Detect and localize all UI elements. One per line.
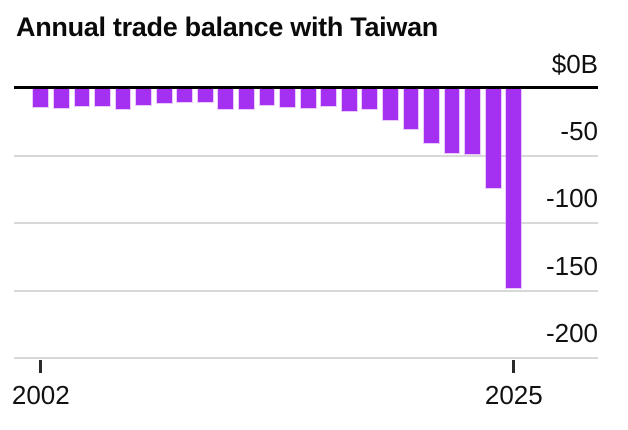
gridline--150 bbox=[14, 289, 598, 292]
bar-2012 bbox=[239, 88, 254, 109]
bar-2006 bbox=[115, 88, 131, 109]
zero-axis-line bbox=[14, 86, 598, 89]
bar-2002 bbox=[33, 88, 49, 108]
bar-2005 bbox=[95, 88, 110, 106]
bar-2018 bbox=[362, 88, 378, 109]
y-tick-label--150: -150 bbox=[545, 250, 598, 281]
gridline--50 bbox=[14, 154, 598, 157]
x-tick-label-2002: 2002 bbox=[11, 380, 70, 410]
bar-2023 bbox=[465, 88, 481, 154]
x-tick-label-2025: 2025 bbox=[484, 380, 543, 410]
y-tick-label-0: $0B bbox=[551, 48, 598, 79]
bar-2009 bbox=[177, 88, 193, 102]
bar-2016 bbox=[321, 88, 337, 107]
x-tick-mark-2025 bbox=[512, 360, 516, 373]
bar-2014 bbox=[280, 88, 295, 108]
bar-2019 bbox=[383, 88, 398, 120]
bar-2022 bbox=[444, 88, 460, 154]
gridline--200 bbox=[14, 356, 598, 359]
bar-2013 bbox=[259, 88, 275, 105]
y-tick-label--200: -200 bbox=[545, 317, 598, 348]
bar-2008 bbox=[156, 88, 172, 104]
bar-2020 bbox=[403, 88, 419, 129]
bar-2025 bbox=[506, 88, 522, 288]
bar-2007 bbox=[136, 88, 152, 106]
bar-2010 bbox=[197, 88, 213, 102]
bar-2021 bbox=[424, 88, 439, 143]
chart-title: Annual trade balance with Taiwan bbox=[16, 12, 438, 42]
gridline--100 bbox=[14, 222, 598, 225]
y-tick-label--100: -100 bbox=[545, 183, 598, 214]
bar-2011 bbox=[218, 88, 234, 110]
y-tick-label--50: -50 bbox=[560, 115, 598, 146]
bar-2015 bbox=[300, 88, 316, 109]
x-tick-mark-2002 bbox=[39, 360, 43, 373]
bar-2003 bbox=[53, 88, 69, 108]
bar-2024 bbox=[485, 88, 501, 189]
bar-2017 bbox=[341, 88, 357, 111]
bar-2004 bbox=[74, 88, 90, 106]
